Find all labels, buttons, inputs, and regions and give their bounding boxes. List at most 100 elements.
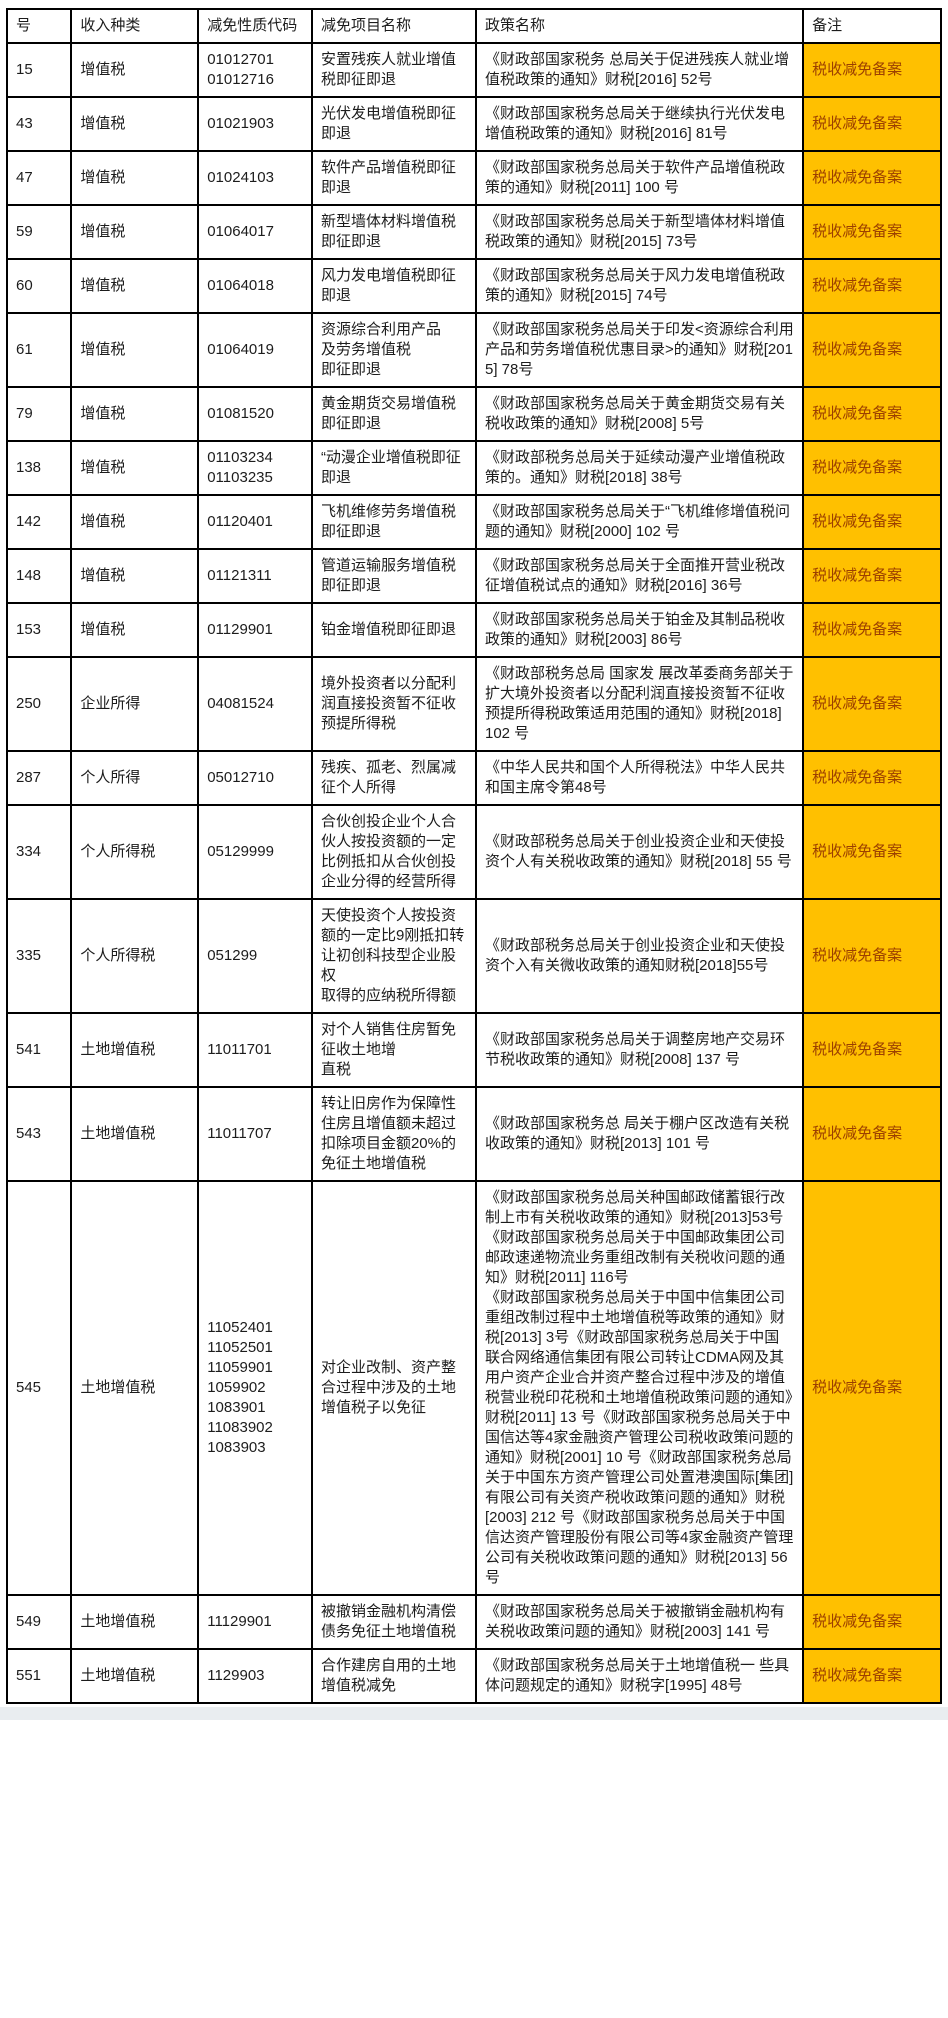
table-row: 60 增值税 01064018 风力发电增值税即征即退 《财政部国家税务总局关于风力发电… (5, 258, 942, 314)
col-header-policy: 政策名称 (474, 8, 805, 44)
row-id-cell: 335 (5, 898, 73, 1014)
policy-name-cell: 《财政部国家税务总局关于继续执行光伏发电增值税政策的通知》财税[2016] 81… (474, 96, 805, 152)
table-row: 142 增值税 01120401 飞机维修劳务增值税即征即退 《财政部国家税务总局关于“… (5, 494, 942, 550)
policy-name-cell: 《财政部国家税务总局关于被撤销金融机构有关税收政策问题的通知》财税[2003] … (474, 1594, 805, 1650)
table-row: 543 土地增值税 11011707 转让旧房作为保障性住房且增值额未超过扣除项目金额… (5, 1086, 942, 1182)
income-type-cell: 土地增值税 (70, 1086, 200, 1182)
remark-cell: 税收减免备案 (802, 750, 942, 806)
row-id-cell: 43 (5, 96, 73, 152)
row-id-cell: 59 (5, 204, 73, 260)
row-id-cell: 549 (5, 1594, 73, 1650)
remark-cell: 税收减免备案 (802, 204, 942, 260)
col-header-income-type: 收入种类 (70, 8, 200, 44)
remark-cell: 税收减免备案 (802, 258, 942, 314)
remark-cell: 税收减免备案 (802, 548, 942, 604)
policy-name-cell: 《财政部国家税务总局关于黄金期货交易有关税收政策的通知》财税[2008] 5号 (474, 386, 805, 442)
income-type-cell: 个人所得税 (70, 804, 200, 900)
reduction-code-cell: 01081520 (197, 386, 313, 442)
row-id-cell: 334 (5, 804, 73, 900)
reduction-code-cell: 01021903 (197, 96, 313, 152)
project-name-cell: 合伙创投企业个人合伙人按投资额的一定比例抵扣从合伙创投企业分得的经营所得 (310, 804, 477, 900)
table-row: 541 土地增值税 11011701 对个人销售住房暂免征收土地增 直税 《财政部国家税… (5, 1012, 942, 1088)
table-row: 335 个人所得税 051299 天使投资个人按投资额的一定比9刚抵扣转让初创科技型企… (5, 898, 942, 1014)
income-type-cell: 土地增值税 (70, 1180, 200, 1596)
reduction-code-cell: 11129901 (197, 1594, 313, 1650)
row-id-cell: 541 (5, 1012, 73, 1088)
table-row: 153 增值税 01129901 铂金增值税即征即退 《财政部国家税务总局关于铂金及其制… (5, 602, 942, 658)
project-name-cell: 对企业改制、资产整合过程中涉及的土地增值税子以免征 (310, 1180, 477, 1596)
table-row: 250 企业所得 04081524 境外投资者以分配利润直接投资暂不征收预提所得税 《财… (5, 656, 942, 752)
reduction-code-cell: 051299 (197, 898, 313, 1014)
remark-cell: 税收减免备案 (802, 1594, 942, 1650)
table-row: 551 土地增值税 1129903 合作建房自用的土地增值税减免 《财政部国家税务总局关… (5, 1648, 942, 1704)
reduction-code-cell: 01121311 (197, 548, 313, 604)
table-row: 549 土地增值税 11129901 被撤销金融机构清偿债务免征土地增值税 《财政部国家… (5, 1594, 942, 1650)
reduction-code-cell: 01064018 (197, 258, 313, 314)
project-name-cell: 对个人销售住房暂免征收土地增 直税 (310, 1012, 477, 1088)
policy-name-cell: 《财政部税务总局关于延续动漫产业增值税政策的。通知》财税[2018] 38号 (474, 440, 805, 496)
income-type-cell: 增值税 (70, 602, 200, 658)
income-type-cell: 个人所得 (70, 750, 200, 806)
tax-table-container: 号收入种类 减免性质代码 减免项目名称 政策名称 备注 15 增值税 01012701 01… (5, 8, 942, 1704)
project-name-cell: 合作建房自用的土地增值税减免 (310, 1648, 477, 1704)
income-type-cell: 土地增值税 (70, 1648, 200, 1704)
row-id-cell: 287 (5, 750, 73, 806)
project-name-cell: 新型墙体材料增值税即征即退 (310, 204, 477, 260)
project-name-cell: 安置残疾人就业增值税即征即退 (310, 42, 477, 98)
reduction-code-cell: 11011701 (197, 1012, 313, 1088)
col-header-project: 减免项目名称 (310, 8, 477, 44)
policy-name-cell: 《财政部国家税务总局关于新型墙体材料增值税政策的通知》财税[2015] 73号 (474, 204, 805, 260)
project-name-cell: 软件产品增值税即征即退 (310, 150, 477, 206)
table-row: 148 增值税 01121311 管道运输服务增值税即征即退 《财政部国家税务总局关于全… (5, 548, 942, 604)
income-type-cell: 个人所得税 (70, 898, 200, 1014)
table-row: 47 增值税 01024103 软件产品增值税即征即退 《财政部国家税务总局关于软件产品… (5, 150, 942, 206)
policy-name-cell: 《财政部国家税务总局关于风力发电增值税政策的通知》财税[2015] 74号 (474, 258, 805, 314)
row-id-cell: 545 (5, 1180, 73, 1596)
project-name-cell: 天使投资个人按投资额的一定比9刚抵扣转让初创科技型企业股权 取得的应纳税所得额 (310, 898, 477, 1014)
table-row: 43 增值税 01021903 光伏发电增值税即征即退 《财政部国家税务总局关于继续执行… (5, 96, 942, 152)
reduction-code-cell: 01064017 (197, 204, 313, 260)
row-id-cell: 551 (5, 1648, 73, 1704)
table-row: 59 增值税 01064017 新型墙体材料增值税即征即退 《财政部国家税务总局关于新型… (5, 204, 942, 260)
reduction-code-cell: 11011707 (197, 1086, 313, 1182)
income-type-cell: 增值税 (70, 494, 200, 550)
remark-cell: 税收减免备案 (802, 804, 942, 900)
reduction-code-cell: 05012710 (197, 750, 313, 806)
policy-name-cell: 《财政部国家税务总局关于调整房地产交易环节税收政策的通知》财税[2008] 13… (474, 1012, 805, 1088)
row-id-cell: 61 (5, 312, 73, 388)
policy-name-cell: 《财政部国家税务总局关于“飞机维修增值税问题的通知》财税[2000] 102 号 (474, 494, 805, 550)
project-name-cell: 光伏发电增值税即征即退 (310, 96, 477, 152)
row-id-cell: 148 (5, 548, 73, 604)
reduction-code-cell: 01064019 (197, 312, 313, 388)
policy-name-cell: 《财政部国家税务总局关于全面推开营业税改征增值税试点的通知》财税[2016] 3… (474, 548, 805, 604)
page: 号收入种类 减免性质代码 减免项目名称 政策名称 备注 15 增值税 01012701 01… (0, 8, 948, 1720)
income-type-cell: 增值税 (70, 42, 200, 98)
project-name-cell: 被撤销金融机构清偿债务免征土地增值税 (310, 1594, 477, 1650)
reduction-code-cell: 01103234 01103235 (197, 440, 313, 496)
row-id-cell: 15 (5, 42, 73, 98)
reduction-code-cell: 1129903 (197, 1648, 313, 1704)
reduction-code-cell: 11052401 11052501 11059901 1059902 10839… (197, 1180, 313, 1596)
table-row: 138 增值税 01103234 01103235 “动漫企业增值税即征即退 《财政部税… (5, 440, 942, 496)
remark-cell: 税收减免备案 (802, 150, 942, 206)
reduction-code-cell: 05129999 (197, 804, 313, 900)
project-name-cell: “动漫企业增值税即征即退 (310, 440, 477, 496)
remark-cell: 税收减免备案 (802, 386, 942, 442)
row-id-cell: 47 (5, 150, 73, 206)
table-row: 287 个人所得 05012710 残疾、孤老、烈属减征个人所得 《中华人民共和国个人所… (5, 750, 942, 806)
remark-cell: 税收减免备案 (802, 1012, 942, 1088)
row-id-cell: 250 (5, 656, 73, 752)
col-header-code: 减免性质代码 (197, 8, 313, 44)
page-bottom-strip (0, 1707, 948, 1720)
remark-cell: 税收减免备案 (802, 1180, 942, 1596)
remark-cell: 税收减免备案 (802, 42, 942, 98)
policy-name-cell: 《财政部国家税务总局关种国邮政储蓄银行改制上市有关税收政策的通知》财税[2013… (474, 1180, 805, 1596)
income-type-cell: 增值税 (70, 150, 200, 206)
row-id-cell: 138 (5, 440, 73, 496)
row-id-cell: 543 (5, 1086, 73, 1182)
remark-cell: 税收减免备案 (802, 312, 942, 388)
policy-name-cell: 《财政部国家税务总局关于铂金及其制品税收政策的通知》财税[2003] 86号 (474, 602, 805, 658)
remark-cell: 税收减免备案 (802, 602, 942, 658)
row-id-cell: 142 (5, 494, 73, 550)
table-row: 61 增值税 01064019 资源综合利用产品 及劳务增值税 即征即退 《财政部国家税… (5, 312, 942, 388)
